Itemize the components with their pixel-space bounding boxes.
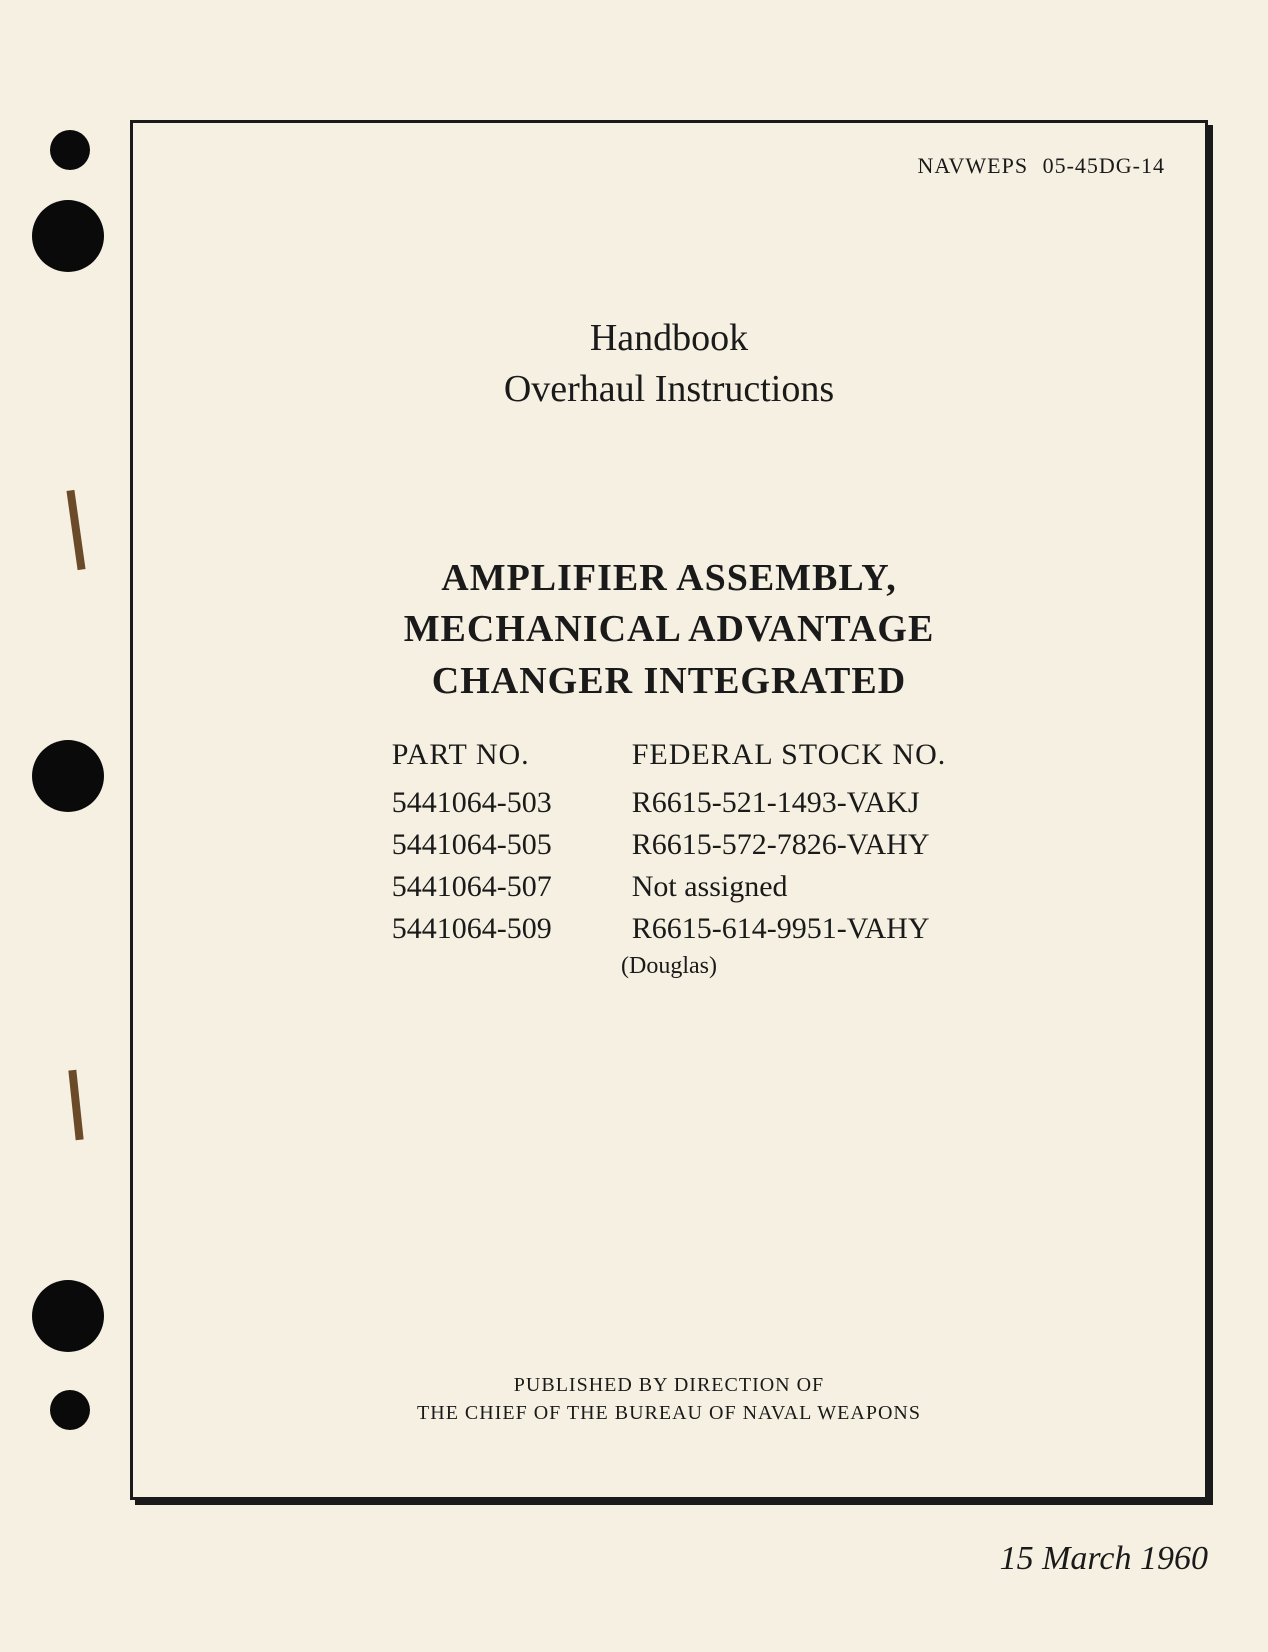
part-number: 5441064-503 [392,782,552,824]
punch-hole [50,1390,90,1430]
title-heading: AMPLIFIER ASSEMBLY, MECHANICAL ADVANTAGE… [133,553,1205,707]
document-code: NAVWEPS 05-45DG-14 [918,153,1165,179]
staple-mark [66,490,85,570]
punch-hole [32,1280,104,1352]
part-number-column: PART NO. 5441064-503 5441064-505 5441064… [392,738,552,950]
part-number: 5441064-509 [392,908,552,950]
stock-number: R6615-521-1493-VAKJ [632,782,947,824]
stock-number: Not assigned [632,866,947,908]
code-prefix: NAVWEPS [918,153,1029,178]
parts-table: PART NO. 5441064-503 5441064-505 5441064… [133,738,1205,950]
staple-mark [68,1070,83,1140]
handbook-heading: Handbook Overhaul Instructions [133,313,1205,416]
stock-no-header: FEDERAL STOCK NO. [632,738,947,772]
stock-number: R6615-572-7826-VAHY [632,824,947,866]
handbook-line: Overhaul Instructions [133,364,1205,415]
stock-number-column: FEDERAL STOCK NO. R6615-521-1493-VAKJ R6… [632,738,947,950]
punch-hole [50,130,90,170]
title-line: MECHANICAL ADVANTAGE [133,604,1205,655]
publisher-statement: PUBLISHED BY DIRECTION OF THE CHIEF OF T… [133,1371,1205,1427]
publication-date: 15 March 1960 [1000,1540,1208,1578]
part-number: 5441064-505 [392,824,552,866]
punch-hole [32,740,104,812]
handbook-line: Handbook [133,313,1205,364]
publisher-line: PUBLISHED BY DIRECTION OF [133,1371,1205,1399]
punch-hole [32,200,104,272]
code-number: 05-45DG-14 [1043,153,1165,178]
manufacturer-label: (Douglas) [133,953,1205,980]
part-no-header: PART NO. [392,738,552,772]
title-line: CHANGER INTEGRATED [133,656,1205,707]
content-frame: NAVWEPS 05-45DG-14 Handbook Overhaul Ins… [130,120,1208,1500]
title-line: AMPLIFIER ASSEMBLY, [133,553,1205,604]
document-page: NAVWEPS 05-45DG-14 Handbook Overhaul Ins… [0,0,1268,1652]
publisher-line: THE CHIEF OF THE BUREAU OF NAVAL WEAPONS [133,1399,1205,1427]
stock-number: R6615-614-9951-VAHY [632,908,947,950]
part-number: 5441064-507 [392,866,552,908]
